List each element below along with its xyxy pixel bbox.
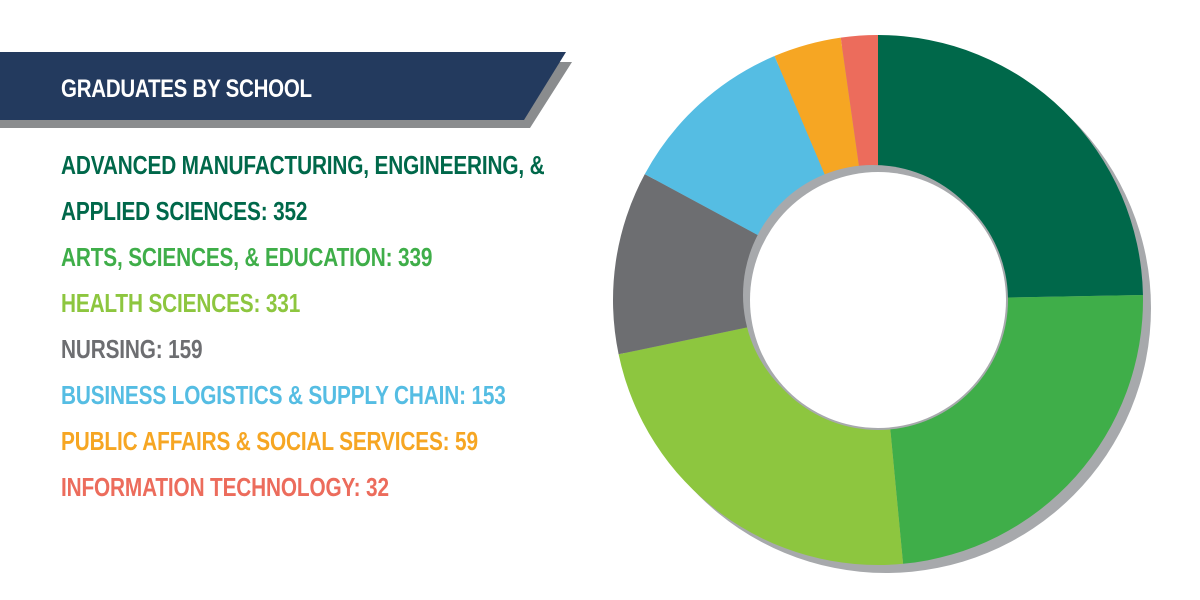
donut-slice-5 bbox=[644, 56, 828, 239]
legend-entry-8: INFORMATION TECHNOLOGY: 32 bbox=[61, 472, 389, 502]
donut-slice-7 bbox=[840, 35, 878, 172]
legend-entry-6: BUSINESS LOGISTICS & SUPPLY CHAIN: 153 bbox=[61, 380, 506, 410]
donut-slice-3 bbox=[618, 326, 904, 565]
legend-entry-3: ARTS, SCIENCES, & EDUCATION: 339 bbox=[61, 242, 433, 272]
legend-entry-4: HEALTH SCIENCES: 331 bbox=[61, 288, 301, 318]
chart-title: GRADUATES BY SCHOOL bbox=[61, 75, 312, 103]
legend-entry-1: ADVANCED MANUFACTURING, ENGINEERING, & bbox=[61, 150, 545, 180]
donut-slice-1 bbox=[878, 35, 1143, 298]
donut-slice-4 bbox=[612, 174, 764, 355]
legend-entry-7: PUBLIC AFFAIRS & SOCIAL SERVICES: 59 bbox=[61, 426, 478, 456]
donut-slices bbox=[612, 35, 1143, 565]
donut-slice-2 bbox=[890, 295, 1143, 564]
legend: ADVANCED MANUFACTURING, ENGINEERING, & AP… bbox=[61, 142, 665, 510]
donut-slice-6 bbox=[774, 37, 860, 181]
donut-hole bbox=[750, 172, 1006, 428]
legend-entry-5: NURSING: 159 bbox=[61, 334, 203, 364]
legend-entry-2: APPLIED SCIENCES: 352 bbox=[61, 196, 308, 226]
